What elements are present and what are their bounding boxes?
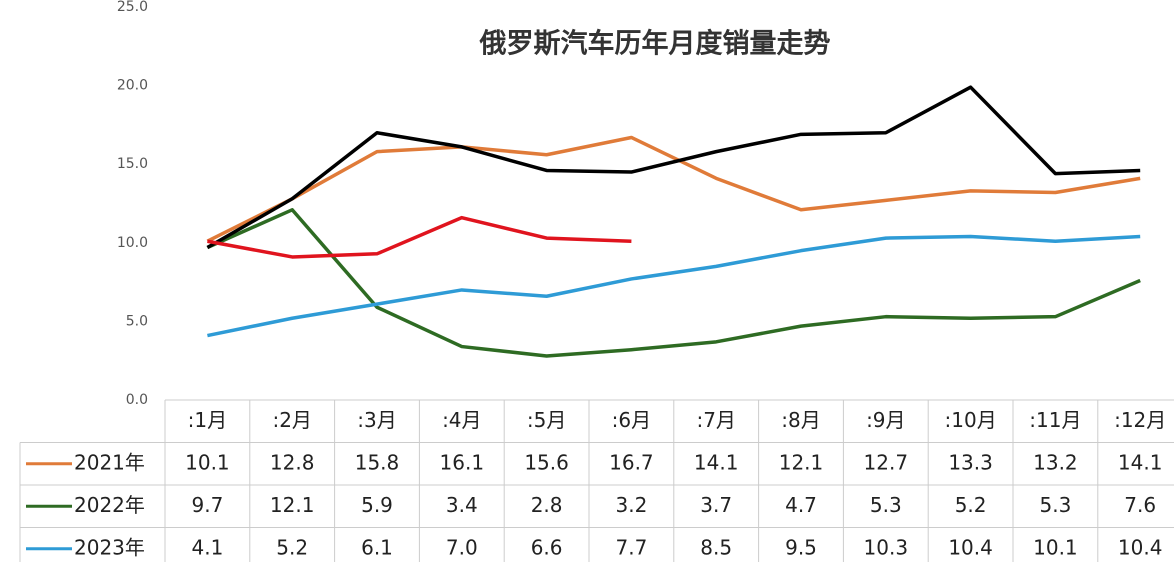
table-value: 16.1 [440, 450, 485, 474]
x-tick-label: :9月 [866, 408, 905, 432]
table-value: 12.7 [864, 450, 909, 474]
x-tick-label: :4月 [442, 408, 481, 432]
series-line [206, 208, 1141, 358]
x-tick-label: :8月 [781, 408, 820, 432]
series-line [206, 135, 1141, 243]
table-value: 5.3 [870, 493, 902, 517]
table-value: 13.2 [1033, 450, 1078, 474]
y-tick-label: 15.0 [117, 156, 148, 172]
table-value: 8.5 [700, 535, 732, 559]
y-tick-label: 20.0 [117, 78, 148, 94]
table-value: 7.7 [615, 535, 647, 559]
table-value: 14.1 [1118, 450, 1163, 474]
table-value: 7.6 [1124, 493, 1156, 517]
chart-title: 俄罗斯汽车历年月度销量走势 [479, 28, 831, 60]
series-line [207, 234, 1141, 338]
x-tick-label: :10月 [945, 408, 997, 432]
table-value: 4.7 [785, 493, 817, 517]
table-value: 12.1 [270, 493, 315, 517]
table-value: 12.1 [779, 450, 824, 474]
table-value: 12.8 [270, 450, 315, 474]
x-tick-label: :6月 [612, 408, 651, 432]
table-value: 3.7 [700, 493, 732, 517]
y-tick-label: 10.0 [117, 235, 148, 251]
table-value: 3.4 [446, 493, 478, 517]
x-tick-label: :1月 [188, 408, 227, 432]
table-value: 15.6 [524, 450, 569, 474]
legend-label: 2022年 [74, 493, 145, 517]
table-value: 7.0 [446, 535, 478, 559]
table-value: 5.3 [1039, 493, 1071, 517]
table-value: 9.5 [785, 535, 817, 559]
table-value: 16.7 [609, 450, 654, 474]
x-tick-label: :7月 [696, 408, 735, 432]
x-tick-label: :5月 [527, 408, 566, 432]
table-value: 5.9 [361, 493, 393, 517]
table-value: 4.1 [191, 535, 223, 559]
series-line [207, 215, 632, 259]
series-line [206, 85, 1141, 250]
table-value: 10.4 [948, 535, 993, 559]
table-value: 3.2 [615, 493, 647, 517]
x-tick-label: :12月 [1114, 408, 1166, 432]
table-value: 10.3 [864, 535, 909, 559]
table-value: 5.2 [955, 493, 987, 517]
table-value: 9.7 [191, 493, 223, 517]
table-value: 10.4 [1118, 535, 1163, 559]
table-value: 6.1 [361, 535, 393, 559]
table-value: 14.1 [694, 450, 739, 474]
table-value: 2.8 [531, 493, 563, 517]
table-value: 10.1 [185, 450, 230, 474]
table-value: 15.8 [355, 450, 400, 474]
x-tick-label: :3月 [357, 408, 396, 432]
legend-label: 2023年 [74, 535, 145, 559]
table-value: 6.6 [531, 535, 563, 559]
table-value: 10.1 [1033, 535, 1078, 559]
table-value: 13.3 [948, 450, 993, 474]
x-tick-label: :2月 [272, 408, 311, 432]
y-tick-label: 5.0 [126, 313, 148, 329]
legend-label: 2021年 [74, 450, 145, 474]
y-tick-label: 25.0 [117, 0, 148, 15]
table-value: 5.2 [276, 535, 308, 559]
y-tick-label: 0.0 [126, 392, 148, 408]
x-tick-label: :11月 [1029, 408, 1081, 432]
